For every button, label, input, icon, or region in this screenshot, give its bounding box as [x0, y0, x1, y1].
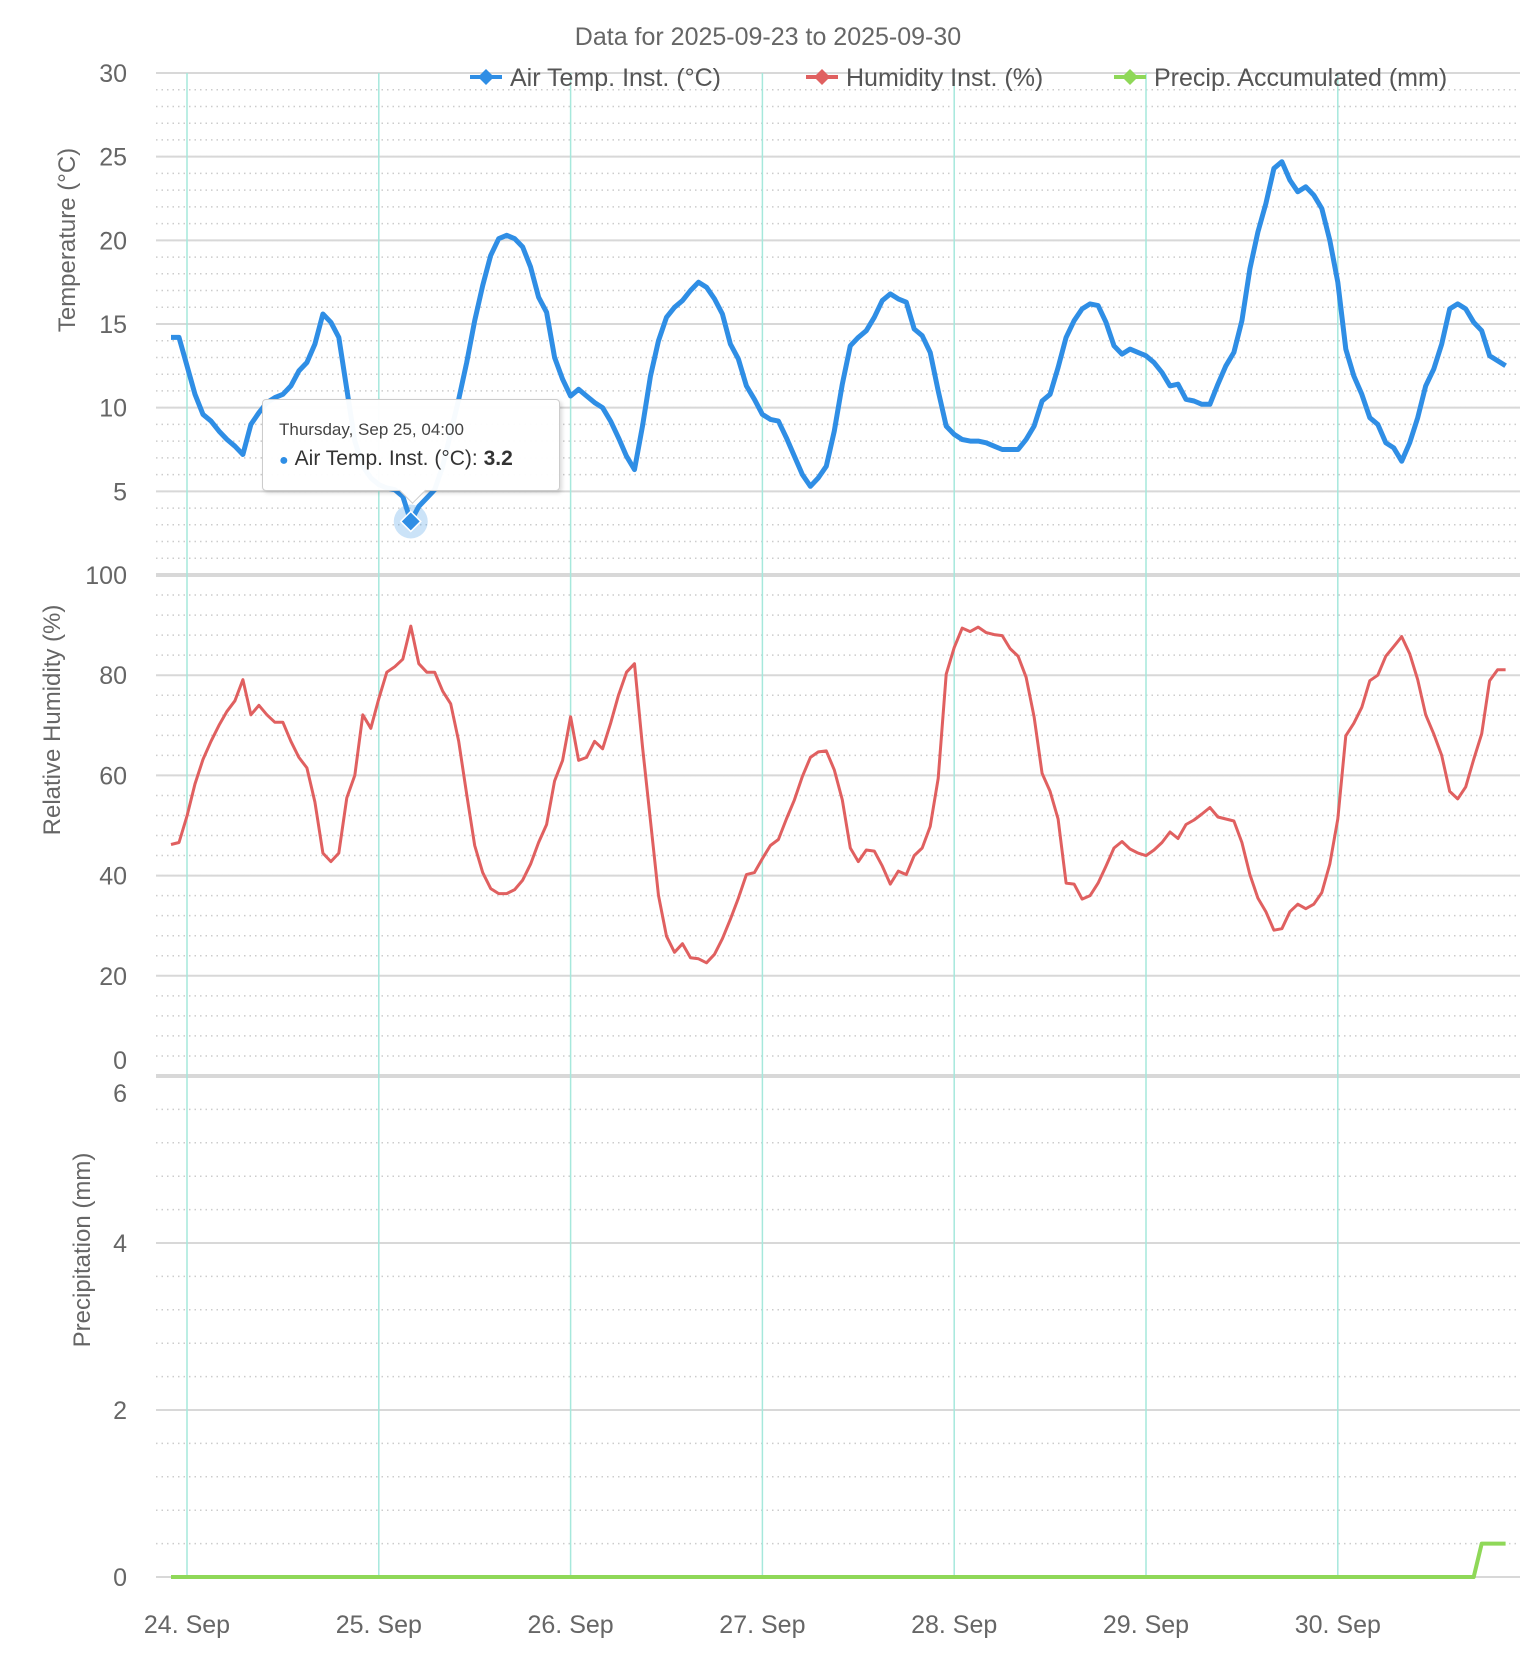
x-tick-label: 25. Sep [336, 1611, 422, 1639]
y-tick-label: 0 [113, 1047, 127, 1075]
diamond-marker [399, 510, 422, 533]
x-tick-label: 26. Sep [528, 1611, 614, 1639]
y-tick-label: 100 [85, 562, 127, 590]
diamond-icon [478, 69, 494, 85]
x-tick-label: 28. Sep [911, 1611, 997, 1639]
x-tick-label: 24. Sep [144, 1611, 230, 1639]
y-tick-label: 2 [113, 1397, 127, 1425]
y-axis-title: Temperature (°C) [54, 148, 81, 332]
y-tick-label: 6 [113, 1080, 127, 1108]
legend-item-temperature[interactable]: Air Temp. Inst. (°C) [470, 64, 721, 92]
tooltip-sep: : [471, 447, 478, 470]
tooltip-value: 3.2 [483, 447, 513, 470]
series-line-precip [171, 1541, 1506, 1579]
bullet-icon: ● [279, 452, 289, 469]
y-tick-label: 4 [113, 1230, 127, 1258]
hover-marker [393, 504, 428, 539]
y-axis-title: Precipitation (mm) [69, 1153, 96, 1348]
y-tick-label: 0 [113, 1564, 127, 1592]
y-tick-label: 80 [99, 662, 127, 690]
y-tick-label: 20 [99, 963, 127, 991]
y-tick-label: 25 [99, 144, 127, 172]
legend-item-humidity[interactable]: Humidity Inst. (%) [806, 64, 1043, 92]
chart-title: Data for 2025-09-23 to 2025-09-30 [575, 23, 961, 51]
legend: Air Temp. Inst. (°C) Humidity Inst. (%) … [470, 64, 1447, 92]
y-tick-label: 30 [99, 60, 127, 88]
x-tick-label: 29. Sep [1103, 1611, 1189, 1639]
x-tick-label: 30. Sep [1295, 1611, 1381, 1639]
y-tick-label: 10 [99, 395, 127, 423]
y-tick-label: 15 [99, 311, 127, 339]
tooltip-row: ● Air Temp. Inst. (°C): 3.2 [279, 447, 545, 471]
y-tick-label: 60 [99, 762, 127, 790]
y-tick-label: 40 [99, 863, 127, 891]
tooltip-series: Air Temp. Inst. (°C) [294, 447, 472, 470]
legend-label: Air Temp. Inst. (°C) [510, 64, 721, 92]
legend-label: Humidity Inst. (%) [846, 64, 1043, 92]
x-tick-label: 27. Sep [719, 1611, 805, 1639]
y-tick-label: 5 [113, 478, 127, 506]
diamond-icon [814, 69, 830, 85]
y-axis-title: Relative Humidity (%) [39, 605, 66, 836]
tooltip-date: Thursday, Sep 25, 04:00 [279, 420, 464, 439]
legend-label: Precip. Accumulated (mm) [1154, 64, 1447, 92]
legend-item-precipitation[interactable]: Precip. Accumulated (mm) [1114, 64, 1447, 92]
tooltip: Thursday, Sep 25, 04:00 ● Air Temp. Inst.… [262, 399, 560, 504]
y-tick-label: 20 [99, 227, 127, 255]
series-line-humidity [170, 624, 1506, 965]
diamond-icon [1122, 69, 1138, 85]
